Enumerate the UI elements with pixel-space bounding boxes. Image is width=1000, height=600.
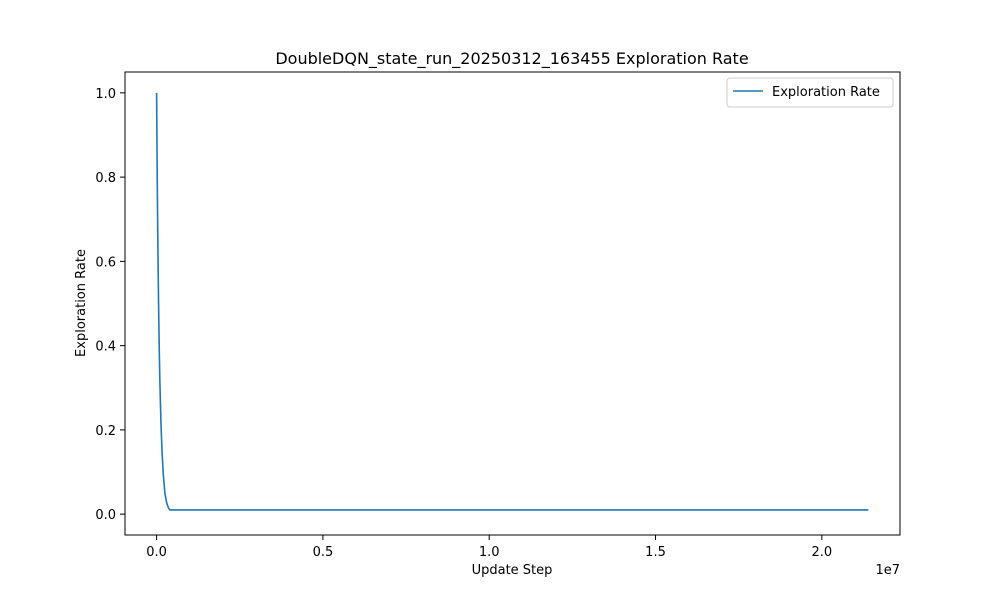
y-tick-label: 1.0 xyxy=(95,87,116,102)
y-tick-label: 0.4 xyxy=(95,340,116,355)
y-tick-label: 0.6 xyxy=(95,255,116,270)
x-tick-label: 0.5 xyxy=(313,545,334,560)
y-tick-label: 0.2 xyxy=(95,424,116,439)
y-tick-label: 0.8 xyxy=(95,171,116,186)
x-tick-label: 1.0 xyxy=(479,545,500,560)
legend-box xyxy=(726,77,894,108)
x-tick-label: 2.0 xyxy=(811,545,832,560)
x-tick-label: 1.5 xyxy=(645,545,666,560)
x-axis-offset-label: 1e7 xyxy=(875,563,900,578)
x-tick-label: 0.0 xyxy=(146,545,167,560)
legend-label: Exploration Rate xyxy=(772,85,880,100)
y-tick-label: 0.0 xyxy=(95,508,116,523)
plot-area-frame xyxy=(124,71,901,536)
legend: Exploration Rate xyxy=(726,77,894,108)
x-axis-title: Update Step xyxy=(472,563,553,578)
series-line-0 xyxy=(155,92,869,511)
y-axis-ticks: 0.0 0.2 0.4 0.6 0.8 1.0 xyxy=(95,87,125,523)
series-layer xyxy=(155,92,869,511)
chart-title: DoubleDQN_state_run_20250312_163455 Expl… xyxy=(275,49,748,69)
x-axis-ticks: 0.0 0.5 1.0 1.5 2.0 xyxy=(146,535,832,560)
y-axis-title: Exploration Rate xyxy=(74,249,89,357)
